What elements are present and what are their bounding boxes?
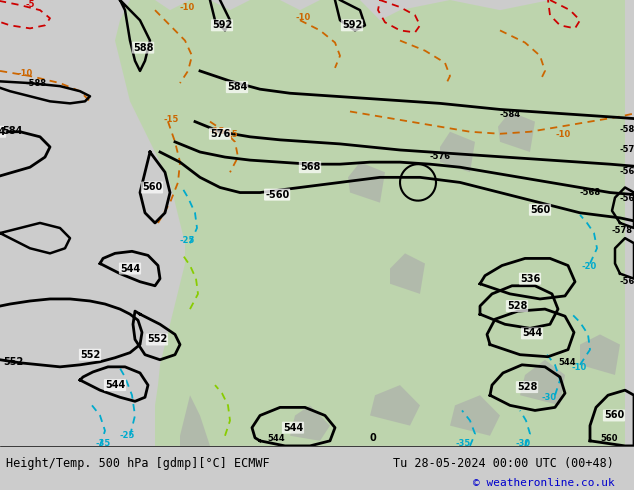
Text: 560: 560 — [142, 182, 162, 193]
Text: -5: -5 — [382, 0, 392, 2]
Text: 544: 544 — [558, 358, 576, 367]
Text: -30: -30 — [542, 393, 557, 402]
Polygon shape — [450, 395, 500, 436]
Text: 544: 544 — [120, 264, 140, 273]
Text: 528: 528 — [517, 382, 537, 392]
Polygon shape — [498, 112, 535, 152]
Text: 560: 560 — [604, 411, 624, 420]
Text: -10: -10 — [555, 130, 570, 139]
Text: -5: -5 — [25, 0, 34, 9]
Text: 588: 588 — [133, 43, 153, 52]
Text: -15: -15 — [210, 127, 225, 136]
Text: 592: 592 — [342, 21, 362, 30]
Polygon shape — [440, 132, 475, 172]
Text: -568: -568 — [620, 167, 634, 176]
Text: 0: 0 — [370, 433, 377, 443]
Text: -10: -10 — [18, 69, 33, 78]
Text: -25: -25 — [180, 236, 195, 245]
Text: 576: 576 — [210, 129, 230, 139]
Text: 544: 544 — [105, 380, 125, 390]
Text: 15: 15 — [226, 130, 238, 139]
Text: 560: 560 — [600, 434, 618, 443]
Text: -560: -560 — [265, 190, 289, 199]
Text: -30: -30 — [515, 439, 530, 448]
Polygon shape — [520, 360, 565, 405]
Polygon shape — [370, 385, 420, 426]
Polygon shape — [115, 0, 625, 446]
Text: 552: 552 — [147, 335, 167, 344]
Text: -568: -568 — [580, 188, 601, 196]
Text: 584: 584 — [2, 126, 22, 136]
Text: -584: -584 — [500, 110, 521, 119]
Text: -560: -560 — [620, 194, 634, 203]
Text: 528: 528 — [507, 301, 527, 311]
Text: © weatheronline.co.uk: © weatheronline.co.uk — [473, 478, 615, 489]
Text: Tu 28-05-2024 00:00 UTC (00+48): Tu 28-05-2024 00:00 UTC (00+48) — [393, 457, 614, 470]
Text: -10: -10 — [295, 13, 310, 22]
Polygon shape — [390, 253, 425, 294]
Text: -5: -5 — [548, 0, 557, 2]
Text: -35: -35 — [455, 439, 470, 448]
Text: 568: 568 — [300, 162, 320, 172]
Polygon shape — [348, 162, 385, 203]
Text: -10: -10 — [180, 3, 195, 12]
Text: -10: -10 — [572, 363, 587, 372]
Text: 584: 584 — [0, 127, 5, 137]
Text: -588: -588 — [620, 125, 634, 134]
Text: -588: -588 — [25, 79, 46, 88]
Text: 536: 536 — [520, 274, 540, 284]
Polygon shape — [290, 405, 330, 441]
Text: -35: -35 — [95, 439, 110, 448]
Text: 584: 584 — [227, 82, 247, 92]
Text: -15: -15 — [163, 115, 178, 123]
Text: -20: -20 — [582, 262, 597, 270]
Text: -25: -25 — [120, 431, 136, 440]
Polygon shape — [580, 334, 620, 375]
Text: 544: 544 — [267, 434, 285, 443]
Text: 544: 544 — [283, 423, 303, 433]
Text: 552: 552 — [3, 357, 23, 367]
Text: -578: -578 — [620, 145, 634, 154]
Text: 552: 552 — [80, 350, 100, 360]
Text: -576: -576 — [430, 152, 451, 161]
Text: -578: -578 — [612, 226, 633, 235]
Text: 592: 592 — [212, 21, 232, 30]
Text: 544: 544 — [522, 328, 542, 339]
Polygon shape — [180, 395, 210, 446]
Text: 560: 560 — [530, 205, 550, 215]
Text: -568: -568 — [620, 277, 634, 286]
Text: Height/Temp. 500 hPa [gdmp][°C] ECMWF: Height/Temp. 500 hPa [gdmp][°C] ECMWF — [6, 457, 270, 470]
